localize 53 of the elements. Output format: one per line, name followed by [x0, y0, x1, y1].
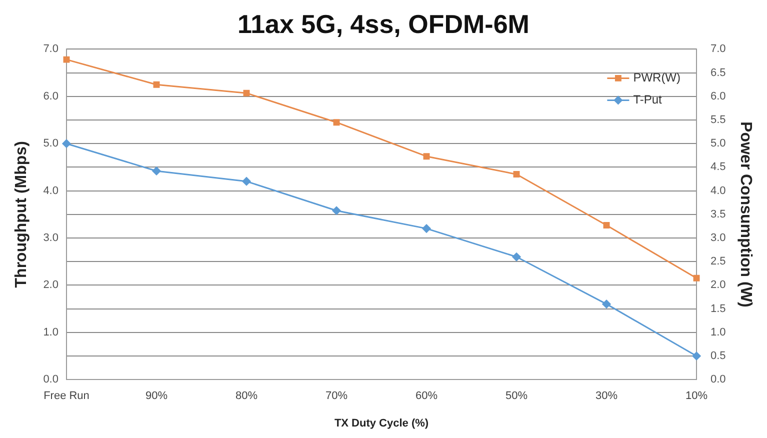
y-tick-label: 1.0	[43, 326, 58, 338]
y2-tick-label: 4.5	[710, 161, 726, 174]
y2-tick-label: 7.0	[710, 43, 726, 56]
x-tick-label: 90%	[145, 390, 168, 402]
x-axis-title: TX Duty Cycle (%)	[334, 417, 429, 430]
point	[602, 300, 611, 308]
point	[153, 81, 160, 88]
point	[513, 171, 520, 178]
y-tick-label: 6.0	[43, 90, 58, 102]
y2-tick-label: 6.5	[710, 66, 726, 79]
point	[693, 274, 700, 282]
y2-tick-label: 1.5	[710, 302, 726, 315]
y-tick-label: 2.0	[43, 279, 58, 292]
x-tick-label: Free Run	[44, 390, 90, 402]
y-tick-label: 3.0	[43, 232, 58, 244]
point	[692, 352, 701, 360]
y2-tick-label: 2.0	[710, 279, 726, 292]
y2-tick-label: 0.0	[710, 374, 726, 386]
y2-tick-label: 3.5	[710, 208, 726, 220]
y2-tick-label: 3.0	[710, 232, 726, 244]
point	[422, 224, 431, 233]
point	[152, 166, 161, 176]
y2-tick-label: 4.0	[710, 184, 726, 197]
y-tick-label: 0.0	[43, 374, 58, 386]
y2-tick-label: 5.0	[710, 138, 726, 150]
point	[603, 222, 610, 228]
point	[333, 119, 340, 126]
x-tick-label: 60%	[415, 390, 438, 402]
point	[332, 206, 341, 215]
y2-tick-label: 5.5	[710, 114, 726, 126]
point	[423, 153, 430, 160]
y2-tick-label: 2.5	[710, 256, 726, 268]
point	[512, 252, 521, 262]
y2-axis-title: Power Consumption (W)	[736, 122, 754, 308]
y2-tick-label: 6.0	[710, 90, 726, 102]
chart-title: 11ax 5G, 4ss, OFDM-6M	[238, 8, 530, 39]
legend-label: PWR(W)	[633, 70, 681, 85]
y2-tick-label: 1.0	[710, 326, 726, 338]
y-tick-label: 7.0	[43, 43, 58, 56]
y-tick-label: 5.0	[43, 138, 58, 150]
point	[63, 56, 70, 63]
x-tick-label: 70%	[325, 390, 348, 402]
y-tick-label: 4.0	[43, 184, 58, 197]
point	[243, 90, 250, 96]
x-tick-label: 10%	[685, 390, 708, 402]
x-tick-label: 50%	[505, 390, 528, 402]
legend-label: T-Put	[633, 92, 663, 107]
point	[242, 177, 251, 186]
x-tick-label: 30%	[595, 390, 618, 402]
x-tick-label: 80%	[235, 390, 258, 402]
y2-tick-label: 0.5	[710, 350, 726, 362]
y-axis-title: Throughput (Mbps)	[13, 141, 30, 288]
point	[62, 139, 71, 148]
